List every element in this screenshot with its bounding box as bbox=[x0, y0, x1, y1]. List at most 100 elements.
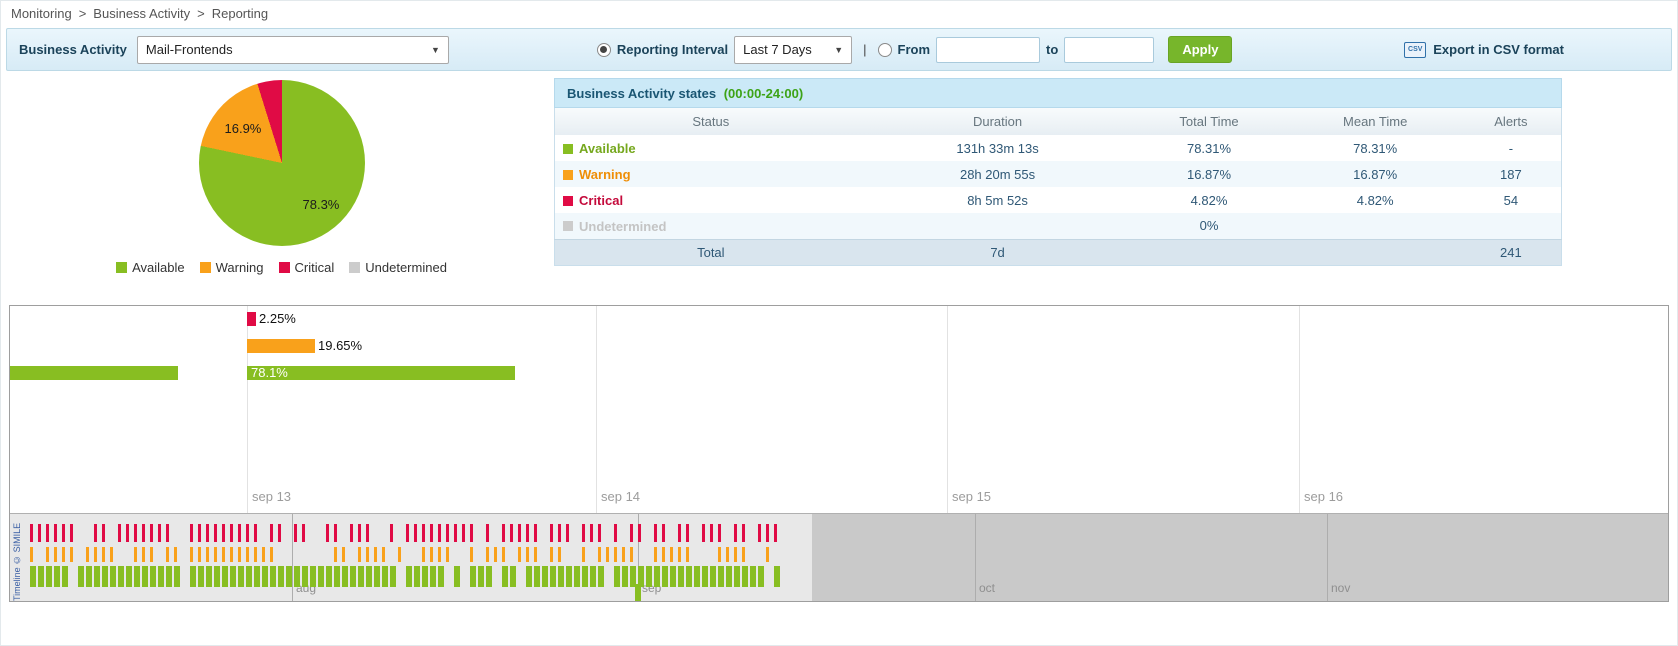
warning-bar[interactable] bbox=[247, 339, 315, 353]
critical-tick bbox=[238, 524, 241, 542]
critical-tick bbox=[326, 524, 329, 542]
critical-tick bbox=[486, 524, 489, 542]
warning-tick bbox=[606, 547, 609, 562]
critical-tick bbox=[742, 524, 745, 542]
critical-tick bbox=[358, 524, 361, 542]
bar-label: 2.25% bbox=[259, 311, 296, 326]
status-cell: Undetermined bbox=[555, 213, 867, 239]
available-tick bbox=[550, 566, 556, 587]
breadcrumb-separator: > bbox=[197, 6, 205, 21]
breadcrumb-separator: > bbox=[78, 6, 87, 21]
available-tick bbox=[454, 566, 460, 587]
from-date-input[interactable] bbox=[936, 36, 1041, 63]
breadcrumb-monitoring[interactable]: Monitoring bbox=[11, 6, 72, 21]
interval-value: Last 7 Days bbox=[743, 42, 812, 57]
critical-tick bbox=[62, 524, 65, 542]
breadcrumb: Monitoring > Business Activity > Reporting bbox=[1, 1, 1677, 26]
available-tick bbox=[246, 566, 252, 587]
available-tick bbox=[566, 566, 572, 587]
states-title-text: Business Activity states bbox=[567, 86, 717, 101]
critical-tick bbox=[302, 524, 305, 542]
legend-item: Warning bbox=[199, 260, 264, 275]
month-gridline bbox=[975, 514, 976, 601]
available-tick bbox=[662, 566, 668, 587]
timeline-viewport-highlight[interactable] bbox=[10, 514, 812, 601]
available-tick bbox=[102, 566, 108, 587]
warning-tick bbox=[198, 547, 201, 562]
available-tick bbox=[78, 566, 84, 587]
available-tick bbox=[150, 566, 156, 587]
custom-period-radio[interactable] bbox=[877, 42, 892, 57]
critical-tick bbox=[510, 524, 513, 542]
critical-bar[interactable] bbox=[247, 312, 256, 326]
apply-button[interactable]: Apply bbox=[1168, 36, 1233, 63]
interval-group: Reporting Interval Last 7 Days ▼ | From … bbox=[596, 35, 1233, 64]
warning-tick bbox=[142, 547, 145, 562]
critical-tick bbox=[630, 524, 633, 542]
simile-credit[interactable]: Timeline © SIMILE bbox=[12, 522, 22, 601]
available-tick bbox=[190, 566, 196, 587]
business-activity-select[interactable]: Mail-Frontends ▼ bbox=[136, 35, 449, 64]
breadcrumb-business-activity[interactable]: Business Activity bbox=[93, 6, 191, 21]
business-activity-value: Mail-Frontends bbox=[145, 42, 233, 57]
critical-tick bbox=[350, 524, 353, 542]
available-tick bbox=[342, 566, 348, 587]
interval-select[interactable]: Last 7 Days ▼ bbox=[734, 35, 853, 64]
available-tick bbox=[262, 566, 268, 587]
critical-tick bbox=[662, 524, 665, 542]
available-tick bbox=[534, 566, 540, 587]
to-date-input[interactable] bbox=[1064, 36, 1155, 63]
warning-tick bbox=[686, 547, 689, 562]
critical-tick bbox=[534, 524, 537, 542]
chevron-down-icon: ▼ bbox=[834, 44, 844, 55]
warning-tick bbox=[342, 547, 345, 562]
pie-slice-label: 16.9% bbox=[224, 121, 262, 136]
warning-tick bbox=[430, 547, 433, 562]
warning-tick bbox=[102, 547, 105, 562]
warning-tick bbox=[598, 547, 601, 562]
export-csv-button[interactable]: CSV Export in CSV format bbox=[1404, 41, 1564, 58]
critical-tick bbox=[702, 524, 705, 542]
status-swatch bbox=[563, 221, 573, 232]
legend-swatch bbox=[116, 262, 128, 273]
critical-tick bbox=[390, 524, 393, 542]
breadcrumb-reporting[interactable]: Reporting bbox=[211, 6, 269, 21]
critical-tick bbox=[614, 524, 617, 542]
table-cell: 78.31% bbox=[1353, 140, 1398, 156]
pie-wrap: 78.3% 16.9% bbox=[198, 80, 365, 246]
available-tick bbox=[30, 566, 36, 587]
available-tick bbox=[702, 566, 708, 587]
warning-tick bbox=[238, 547, 241, 562]
warning-tick bbox=[494, 547, 497, 562]
available-tick bbox=[422, 566, 428, 587]
warning-tick bbox=[150, 547, 153, 562]
critical-tick bbox=[94, 524, 97, 542]
current-date-marker bbox=[635, 584, 641, 601]
available-bar-partial[interactable] bbox=[10, 366, 178, 380]
critical-tick bbox=[438, 524, 441, 542]
critical-tick bbox=[718, 524, 721, 542]
warning-tick bbox=[334, 547, 337, 562]
critical-tick bbox=[526, 524, 529, 542]
states-panel: Business Activity states (00:00-24:00) S… bbox=[554, 78, 1562, 299]
available-tick bbox=[582, 566, 588, 587]
warning-tick bbox=[86, 547, 89, 562]
warning-tick bbox=[550, 547, 553, 562]
available-tick bbox=[166, 566, 172, 587]
available-tick bbox=[406, 566, 412, 587]
to-label: to bbox=[1046, 42, 1059, 57]
timeline-main-band[interactable]: sep 13 sep 14 sep 15 sep 16 2.25% 19.65% 78.1% bbox=[10, 306, 1668, 513]
timeline-panel[interactable]: sep 13 sep 14 sep 15 sep 16 2.25% 19.65% 78.1%… bbox=[9, 305, 1669, 602]
chevron-down-icon: ▼ bbox=[430, 44, 440, 55]
critical-tick bbox=[502, 524, 505, 542]
warning-tick bbox=[246, 547, 249, 562]
available-tick bbox=[654, 566, 660, 587]
available-tick bbox=[350, 566, 356, 587]
critical-tick bbox=[654, 524, 657, 542]
available-bar[interactable] bbox=[247, 366, 515, 380]
timeline-overview-band[interactable]: aug sep oct nov bbox=[10, 513, 1668, 601]
reporting-interval-radio[interactable] bbox=[596, 42, 611, 57]
available-tick bbox=[590, 566, 596, 587]
warning-tick bbox=[726, 547, 729, 562]
available-tick bbox=[318, 566, 324, 587]
